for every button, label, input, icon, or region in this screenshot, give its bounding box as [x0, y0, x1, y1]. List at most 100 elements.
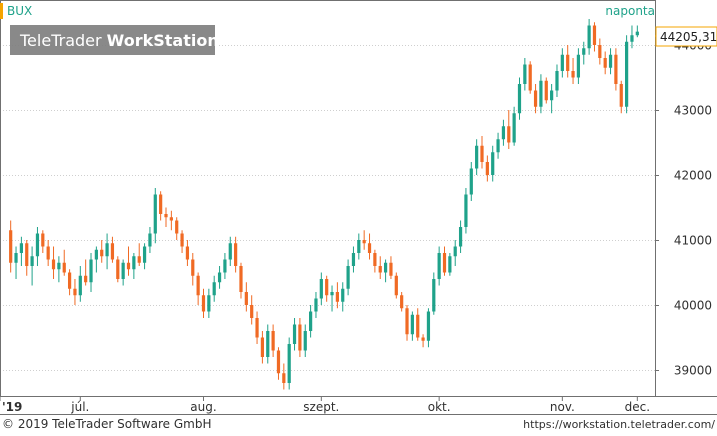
candle [223, 253, 227, 279]
candle [630, 25, 634, 49]
candle [550, 84, 554, 114]
candle [496, 132, 500, 159]
candle [309, 305, 313, 338]
candle-body [244, 292, 248, 305]
y-axis-ticks: 390004000041000420004300044000 [655, 39, 712, 378]
candle [89, 253, 93, 292]
copyright-text: © 2019 TeleTrader Software GmbH [2, 417, 212, 431]
candle [410, 311, 414, 341]
candle-body [330, 292, 334, 296]
candle [351, 246, 356, 273]
candle [207, 288, 211, 318]
last-value-label: 44205,31 [660, 30, 717, 44]
candle-body [491, 152, 495, 175]
grid-layer [0, 45, 655, 371]
candle-body [175, 220, 179, 234]
candle [110, 236, 115, 263]
symbol-label: BUX [7, 4, 32, 18]
candle-body [458, 227, 463, 247]
candle [625, 35, 629, 114]
candle [314, 292, 318, 318]
candle [325, 275, 329, 302]
candle-body [448, 256, 452, 273]
candle-body [212, 282, 216, 296]
svg-text:TeleTrader WorkStation: TeleTrader WorkStation [19, 31, 219, 50]
logo-light-text: TeleTrader [19, 31, 107, 50]
candle-body [367, 243, 372, 253]
candle-body [400, 295, 404, 309]
candle [180, 230, 184, 253]
candle [169, 210, 173, 231]
footer-url: https://workstation.teletrader.com/ [523, 418, 715, 431]
candle [566, 45, 570, 78]
teletrader-logo: TeleTrader WorkStation [10, 25, 219, 55]
candle-body [394, 275, 398, 296]
candle-body [142, 246, 147, 263]
candle [512, 106, 516, 146]
candle-body [116, 259, 120, 279]
candle-body [228, 243, 232, 260]
candle-body [475, 145, 479, 169]
candle [576, 48, 581, 84]
candle-body [512, 113, 516, 143]
candle-body [357, 240, 361, 253]
x-tick-label: júl. [70, 400, 89, 414]
candle [191, 253, 195, 286]
candle [121, 259, 125, 286]
candle-body [100, 249, 104, 257]
y-tick-label: 39000 [674, 364, 712, 378]
candle-body [469, 168, 473, 195]
candle-body [582, 48, 586, 55]
candle-body [378, 266, 382, 273]
candle [266, 324, 270, 364]
candle [35, 227, 40, 266]
candle-body [587, 25, 591, 49]
candle [635, 25, 639, 38]
candle-body [148, 233, 152, 247]
candle [533, 84, 538, 114]
candle [116, 256, 120, 283]
y-tick-label: 41000 [674, 234, 712, 248]
candle-body [523, 64, 527, 84]
candle-body [432, 279, 436, 312]
candle-body [14, 253, 18, 263]
candle [330, 285, 334, 312]
candle [416, 308, 420, 341]
candle-body [110, 243, 115, 260]
candle-body [287, 344, 291, 383]
candle-body [373, 253, 377, 266]
candle [448, 253, 452, 276]
candle-body [303, 331, 307, 351]
candle-body [260, 337, 265, 357]
candle-body [480, 145, 484, 162]
candle-body [576, 54, 581, 78]
candle-body [571, 71, 575, 78]
candle [303, 324, 307, 357]
candle-body [592, 25, 597, 45]
candle [292, 318, 297, 351]
candle [126, 246, 131, 276]
candle [426, 308, 431, 348]
candle [137, 243, 141, 266]
candle [571, 58, 575, 84]
candle [598, 38, 602, 65]
candle [73, 279, 77, 305]
candle [464, 188, 468, 234]
candle-body [30, 256, 34, 266]
x-tick-label: '19 [2, 400, 22, 414]
candle [212, 275, 216, 302]
y-tick-label: 43000 [674, 104, 712, 118]
candle [421, 334, 425, 348]
candle-body [292, 324, 297, 344]
candle [437, 246, 441, 286]
x-tick-label: szept. [303, 400, 339, 414]
candle-body [67, 272, 72, 289]
candle-body [217, 272, 222, 283]
candle [153, 188, 157, 244]
candle-body [485, 162, 489, 175]
candle [164, 207, 168, 227]
candle-body [416, 314, 420, 338]
candle-body [153, 194, 157, 234]
candle-body [550, 90, 554, 101]
candle [458, 220, 463, 253]
